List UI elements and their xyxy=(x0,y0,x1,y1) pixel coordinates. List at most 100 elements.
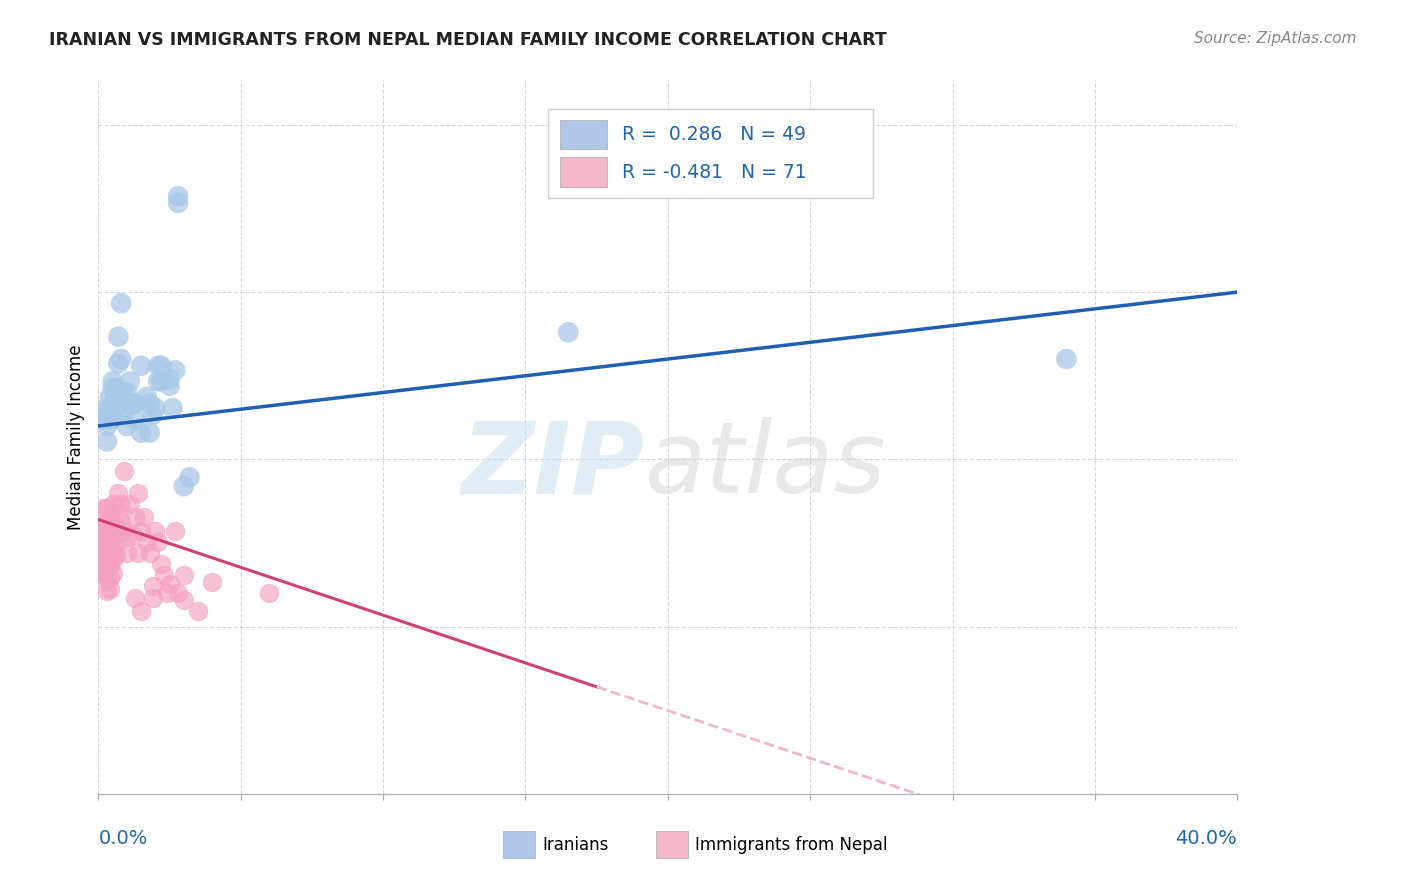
Point xyxy=(167,195,190,210)
Point xyxy=(148,375,170,389)
Point xyxy=(96,539,118,553)
Point xyxy=(93,546,115,560)
Point xyxy=(141,408,163,422)
FancyBboxPatch shape xyxy=(548,109,873,198)
FancyBboxPatch shape xyxy=(560,157,607,187)
Point xyxy=(150,359,173,373)
Point xyxy=(96,573,118,587)
Point xyxy=(93,568,115,582)
Point xyxy=(110,497,132,511)
Point xyxy=(115,418,138,433)
Point xyxy=(104,519,127,533)
Point xyxy=(96,501,118,516)
Point xyxy=(141,591,163,605)
Point xyxy=(96,550,118,565)
Point xyxy=(138,546,160,560)
Point xyxy=(101,515,124,529)
Point xyxy=(107,330,129,344)
Point xyxy=(93,501,115,516)
Text: R =  0.286   N = 49: R = 0.286 N = 49 xyxy=(623,125,806,144)
Point xyxy=(165,363,187,377)
Point xyxy=(101,375,124,389)
FancyBboxPatch shape xyxy=(560,120,607,150)
Point xyxy=(107,356,129,371)
Point xyxy=(118,375,141,389)
Point xyxy=(101,396,124,410)
Y-axis label: Median Family Income: Median Family Income xyxy=(66,344,84,530)
Point xyxy=(98,524,121,538)
Point xyxy=(153,568,176,582)
Point xyxy=(112,403,135,417)
Point xyxy=(90,564,112,578)
Point xyxy=(124,591,146,605)
Point xyxy=(1056,351,1078,366)
Point xyxy=(115,546,138,560)
FancyBboxPatch shape xyxy=(657,831,689,858)
Point xyxy=(98,582,121,596)
Point xyxy=(90,541,112,556)
Point xyxy=(93,519,115,533)
Point xyxy=(159,378,181,392)
FancyBboxPatch shape xyxy=(503,831,534,858)
Point xyxy=(96,515,118,529)
Point xyxy=(98,390,121,404)
Point xyxy=(156,586,179,600)
Point xyxy=(101,497,124,511)
Text: R = -0.481   N = 71: R = -0.481 N = 71 xyxy=(623,163,807,182)
Point xyxy=(124,412,146,426)
Point xyxy=(167,586,190,600)
Text: 40.0%: 40.0% xyxy=(1175,829,1237,847)
Point xyxy=(101,541,124,556)
Point xyxy=(187,604,209,618)
Point xyxy=(557,325,579,339)
Point xyxy=(165,524,187,538)
Point xyxy=(101,566,124,581)
Point xyxy=(98,548,121,563)
Point xyxy=(148,534,170,549)
Point xyxy=(90,552,112,567)
Point xyxy=(121,396,143,410)
Point xyxy=(96,562,118,576)
Point xyxy=(138,396,160,410)
Point xyxy=(90,519,112,533)
Point xyxy=(159,372,181,386)
Point xyxy=(179,470,201,484)
Point xyxy=(150,557,173,572)
Point xyxy=(98,408,121,422)
Point xyxy=(107,390,129,404)
Point xyxy=(110,515,132,529)
Point xyxy=(173,479,195,493)
Point xyxy=(124,510,146,524)
Point xyxy=(129,524,152,538)
Point xyxy=(132,510,155,524)
Text: Source: ZipAtlas.com: Source: ZipAtlas.com xyxy=(1194,31,1357,46)
Point xyxy=(90,403,112,417)
Point xyxy=(115,385,138,400)
Point xyxy=(124,396,146,410)
Point xyxy=(127,485,149,500)
Point xyxy=(104,390,127,404)
Point xyxy=(107,524,129,538)
Point xyxy=(104,381,127,395)
Point xyxy=(129,604,152,618)
Point xyxy=(104,403,127,417)
Point xyxy=(150,375,173,389)
Point xyxy=(96,528,118,542)
Point xyxy=(118,497,141,511)
Point xyxy=(118,396,141,410)
Point xyxy=(141,580,163,594)
Point xyxy=(201,574,224,589)
Point xyxy=(93,557,115,572)
Point xyxy=(107,485,129,500)
Point xyxy=(110,351,132,366)
Point xyxy=(101,381,124,395)
Point xyxy=(145,524,167,538)
Point xyxy=(135,534,157,549)
Point xyxy=(138,425,160,440)
Point xyxy=(98,401,121,416)
Point xyxy=(98,537,121,551)
Point xyxy=(129,359,152,373)
Point xyxy=(112,464,135,478)
Point xyxy=(98,559,121,574)
Point xyxy=(96,434,118,449)
